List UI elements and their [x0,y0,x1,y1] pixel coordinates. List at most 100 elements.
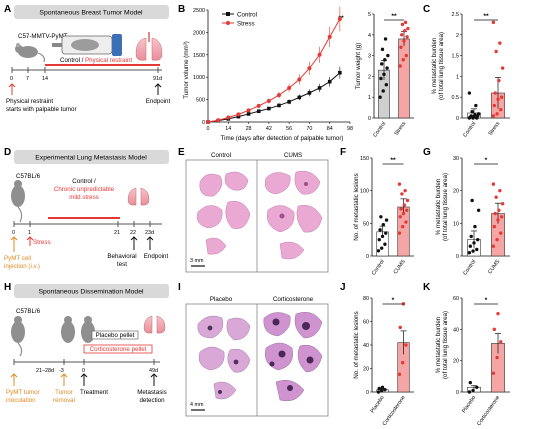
y-axis-label: No. of metastatic lesions [353,311,360,378]
x-tick-label: Corticosterone [382,395,407,427]
panel-e: Control CUMS 3 mm [185,152,329,273]
inoc-1-h: PyMT tumor [6,389,40,396]
data-point [380,47,385,52]
data-point [494,195,498,199]
det-1-h: Metastasis [137,389,167,396]
data-point [494,49,498,54]
data-point [383,58,387,62]
data-point [397,372,402,377]
lung-section-image-cort [263,312,323,402]
data-point [499,340,503,344]
data-point [381,89,385,93]
data-point [400,224,405,229]
y-tick-label-b: 500 [196,98,205,104]
mouse-strain-a: C57-MMTV-PyMT [18,33,68,40]
behavior-2-d: test [117,261,127,268]
y-axis-label: No. of metastatic lesions [353,173,360,240]
data-point [398,215,402,219]
tick-h-1: -3 [59,368,64,374]
tick-a-2: 14 [42,76,48,82]
data-point [379,389,384,393]
label-cums-e: CUMS [284,152,302,159]
y-tick-label-b: 2500 [193,8,205,14]
data-point [491,114,496,118]
x-tick-label-b: 0 [207,126,210,132]
mouse-icon [61,316,75,343]
arrow-removal-h [60,373,68,386]
y-tick-label: 1.5 [452,54,460,60]
panel-label-b: B [178,4,185,15]
data-point-stress [307,66,312,71]
data-point [378,95,382,99]
data-point [404,53,409,58]
treat-d-3: mild stress [69,194,99,201]
tick-h-2: 0 [82,368,85,374]
y-tick-label-b: 1000 [193,75,205,81]
panel-i: Placebo Corticosterone 4 mm [185,296,329,417]
data-point-control [338,70,342,75]
data-point [403,28,407,33]
y-tick-label: 80 [363,296,369,302]
y-tick-label: 5 [368,12,371,18]
y-tick-label: 0 [456,390,459,396]
data-point [470,198,474,203]
tick-a-1: 7 [26,76,29,82]
y-tick-label: 0 [456,116,459,122]
tick-d-4: 23d [145,230,154,236]
arrow-start-a [8,83,16,95]
bar-stress [398,38,410,119]
data-point [496,218,500,222]
tick-h-0: 21–28d [36,368,54,374]
injection-1-d: PyMT cell [4,255,31,262]
data-point [378,228,382,232]
panel-label-g: G [423,147,431,158]
y-tick-label: 40 [453,327,459,333]
data-point [401,58,405,62]
data-point [470,110,474,114]
data-point [377,237,381,242]
arrow-behavior-d [130,236,138,250]
y-tick-label: 1 [456,74,459,80]
data-point [382,72,386,77]
lung-section-image-placebo [197,315,251,400]
y-tick-label: 20 [363,367,369,373]
data-point-control [256,109,261,114]
x-tick-label: Control [462,259,477,277]
data-point [381,222,386,227]
data-point [495,112,499,116]
panel-label-k: K [423,282,431,293]
data-point [473,224,477,229]
x-tick-label: Stress [488,121,502,137]
data-point [500,202,505,206]
data-point [471,249,475,253]
data-point [400,360,405,365]
sig-label: ** [483,13,489,20]
data-point [397,182,402,186]
mouse-icon [15,43,45,63]
y-tick-label: 4 [368,33,371,39]
data-point-stress [297,77,302,82]
tick-d-2: 21 [114,230,120,236]
stress-label-d: Stress [33,239,51,246]
data-point [403,188,407,193]
data-point-stress [266,98,271,103]
legend-b: Control Stress [222,12,257,28]
cort-pellet-box [83,344,153,354]
sig-label: * [392,297,395,304]
y-tick-label-b: 2000 [193,30,205,36]
data-point [469,234,473,239]
panel-a: Spontaneous Breast Tumor Model C57-MMTV-… [6,5,170,113]
treat-control-a: Control / [60,57,84,64]
scale-label-e: 3 mm [190,258,204,264]
data-point [384,231,388,235]
y-tick-label: 100 [360,189,369,195]
data-point [492,103,497,108]
data-point [380,385,385,389]
data-point [405,35,409,39]
data-point-control [327,79,332,84]
x-tick-label-b: 56 [286,126,292,132]
title-a: Spontaneous Breast Tumor Model [39,10,143,17]
data-point-control [267,106,271,111]
lungs-icon [135,32,163,61]
data-point [497,78,501,83]
